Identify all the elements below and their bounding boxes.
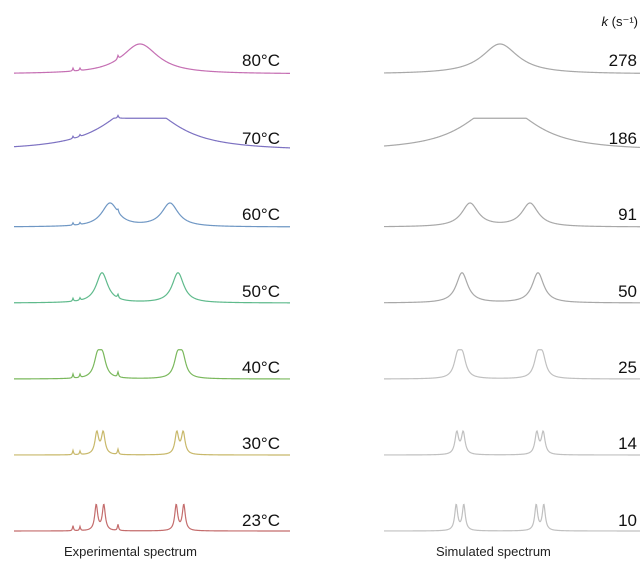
rate-constant-value: 186 [608, 129, 637, 148]
rate-constant-header: k (s⁻¹) [602, 14, 638, 30]
experimental-trace [14, 202, 291, 228]
rate-constant-value: 14 [618, 434, 637, 453]
simulated-trace [383, 43, 641, 74]
rate-constant-value: 10 [618, 511, 637, 530]
simulated-trace [384, 429, 640, 456]
rate-constant-value: 278 [608, 51, 637, 70]
simulated-caption: Simulated spectrum [436, 544, 551, 559]
temperature-label-23: 23°C [242, 511, 280, 530]
simulated-trace [383, 272, 640, 304]
k-symbol: k [601, 14, 609, 29]
experimental-trace [13, 43, 291, 74]
temperature-label-40: 40°C [242, 358, 280, 377]
temperature-label-60: 60°C [242, 205, 280, 224]
rate-constant-value: 91 [618, 205, 637, 224]
simulated-traces [383, 43, 641, 532]
simulated-trace [384, 349, 641, 380]
simulated-trace [384, 503, 640, 532]
rate-constant-value: 25 [618, 358, 637, 377]
temperature-label-80: 80°C [242, 51, 280, 70]
experimental-trace [13, 114, 291, 149]
simulated-trace [383, 202, 640, 228]
experimental-trace [13, 272, 290, 304]
experimental-caption: Experimental spectrum [64, 544, 197, 559]
k-unit: (s⁻¹) [611, 14, 638, 29]
temperature-label-70: 70°C [242, 129, 280, 148]
experimental-trace [14, 503, 290, 532]
simulated-trace [383, 117, 641, 149]
rate-constant-value: 50 [618, 282, 637, 301]
temperature-label-50: 50°C [242, 282, 280, 301]
experimental-traces [13, 43, 291, 532]
temperature-label-30: 30°C [242, 434, 280, 453]
experimental-trace [14, 429, 290, 456]
experimental-trace [14, 349, 290, 380]
